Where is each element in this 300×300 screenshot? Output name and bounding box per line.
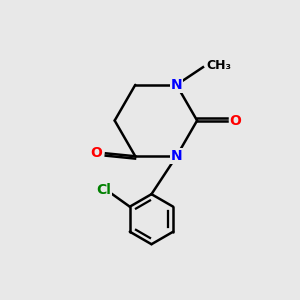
Text: N: N (171, 78, 182, 92)
Text: N: N (171, 149, 182, 163)
Text: O: O (230, 114, 241, 128)
Text: CH₃: CH₃ (206, 59, 232, 72)
Text: Cl: Cl (96, 183, 111, 197)
Text: O: O (90, 146, 102, 160)
